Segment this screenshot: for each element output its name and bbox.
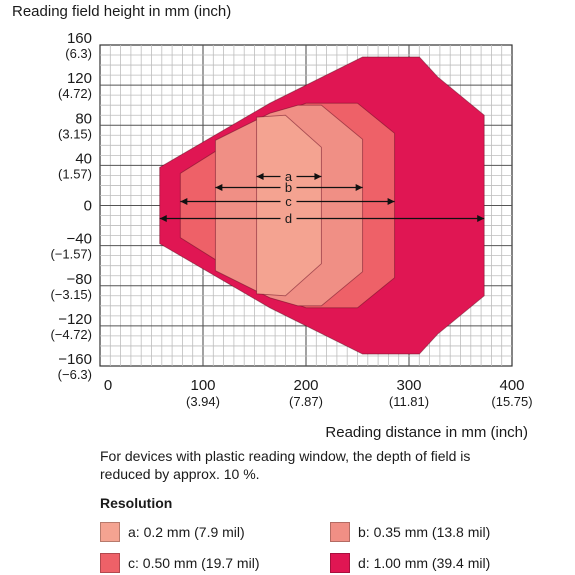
legend-swatch-d [330, 553, 350, 573]
plastic-window-note: For devices with plastic reading window,… [100, 448, 471, 482]
y-tick-label: 160 [67, 30, 92, 47]
legend-title: Resolution [100, 495, 173, 511]
arrowhead-c [180, 198, 188, 205]
y-tick-labels: 160(6.3) 120(4.72) 80(3.15) 40(1.57) 0 −40(−1… [50, 30, 92, 382]
x-tick-label: 300 [396, 377, 421, 394]
x-tick-label: 100 [190, 377, 215, 394]
arrow-label-a: a [285, 169, 293, 184]
legend-swatch-a [100, 522, 120, 542]
y-axis-title: Reading field height in mm (inch) [12, 3, 231, 20]
y-tick-label: 0 [84, 198, 92, 215]
field-area-a [256, 114, 322, 297]
y-tick-sublabel: (4.72) [58, 86, 92, 101]
arrowhead-d [477, 215, 485, 222]
y-tick-sublabel: (1.57) [58, 166, 92, 181]
x-tick-labels: 0 100(3.94) 200(7.87) 300(11.81) 400(15.75) [104, 377, 533, 409]
y-tick-label: −40 [67, 231, 92, 248]
legend-item-b: b: 0.35 mm (13.8 mil) [330, 522, 490, 542]
x-tick-sublabel: (15.75) [491, 394, 532, 409]
x-tick-label: 200 [293, 377, 318, 394]
x-tick-label: 0 [104, 377, 112, 394]
y-tick-sublabel: (−1.57) [50, 247, 92, 262]
x-tick-sublabel: (3.94) [186, 394, 220, 409]
y-tick-sublabel: (6.3) [65, 46, 92, 61]
y-tick-sublabel: (−6.3) [58, 367, 92, 382]
arrowhead-b [215, 184, 223, 191]
arrowhead-a [314, 173, 322, 180]
legend-label-a: a: 0.2 mm (7.9 mil) [128, 524, 245, 540]
y-tick-sublabel: (3.15) [58, 126, 92, 141]
legend-label-c: c: 0.50 mm (19.7 mil) [128, 555, 260, 571]
y-tick-label: −120 [58, 311, 92, 328]
legend-swatch-c [100, 553, 120, 573]
legend-label-b: b: 0.35 mm (13.8 mil) [358, 524, 491, 540]
x-axis-title: Reading distance in mm (inch) [325, 424, 528, 440]
y-tick-label: −160 [58, 351, 92, 368]
arrowhead-a [256, 173, 264, 180]
legend-item-d: d: 1.00 mm (39.4 mil) [330, 553, 490, 573]
y-tick-label: 40 [75, 150, 92, 167]
arrow-label-c: c [285, 194, 292, 209]
arrowhead-d [159, 215, 167, 222]
x-tick-sublabel: (7.87) [289, 394, 323, 409]
legend-item-c: c: 0.50 mm (19.7 mil) [100, 553, 259, 573]
legend-label-d: d: 1.00 mm (39.4 mil) [358, 555, 491, 571]
y-tick-sublabel: (−3.15) [50, 287, 92, 302]
arrowhead-b [355, 184, 363, 191]
arrow-label-b: b [285, 180, 292, 195]
x-tick-sublabel: (11.81) [389, 394, 429, 409]
reading-field-areas [159, 56, 485, 355]
arrow-label-d: d [285, 211, 292, 226]
y-tick-label: −80 [67, 271, 92, 288]
arrowhead-c [387, 198, 395, 205]
y-tick-sublabel: (−4.72) [50, 327, 92, 342]
y-tick-label: 80 [75, 110, 92, 127]
legend-item-a: a: 0.2 mm (7.9 mil) [100, 522, 245, 542]
legend-swatch-b [330, 522, 350, 542]
x-tick-label: 400 [499, 377, 524, 394]
y-tick-label: 120 [67, 70, 92, 87]
